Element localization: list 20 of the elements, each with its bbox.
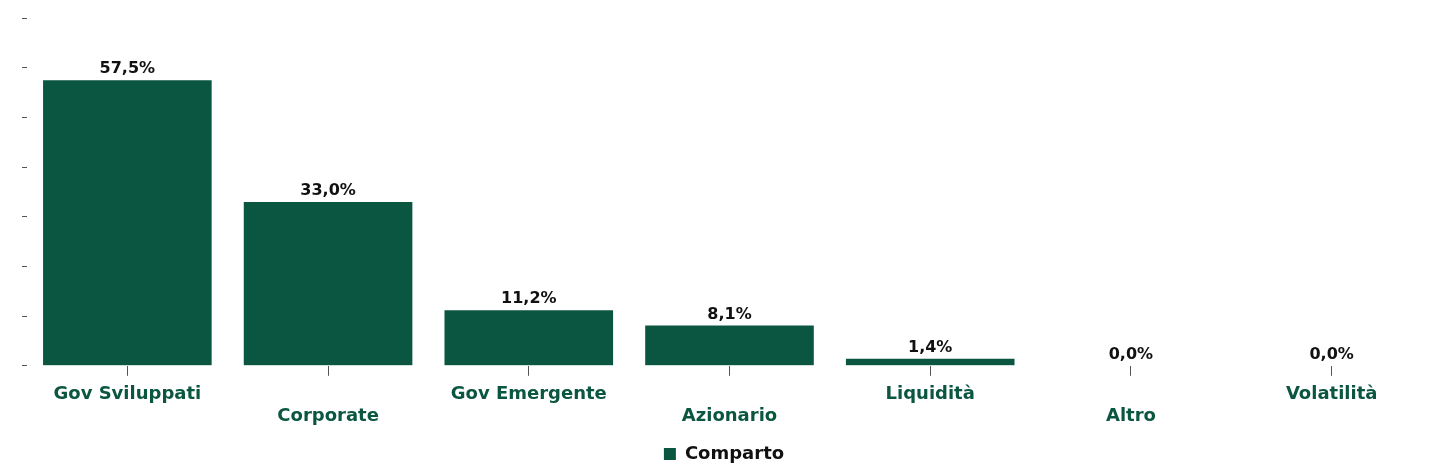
bar	[243, 201, 413, 366]
data-label: 8,1%	[707, 303, 752, 323]
x-tick-label: Corporate	[277, 403, 379, 425]
bar	[444, 310, 614, 366]
x-tick-label: Gov Emergente	[450, 382, 607, 404]
data-label: 11,2%	[501, 288, 557, 308]
data-label: 1,4%	[908, 337, 953, 356]
x-tick-label: Gov Sviluppati	[53, 382, 202, 404]
x-tick-label: Volatilità	[1285, 382, 1378, 404]
data-label: 0,0%	[1309, 343, 1354, 363]
x-tick-label: Azionario	[681, 403, 778, 425]
x-tick-label: Altro	[1105, 403, 1156, 425]
legend-label: Comparto	[684, 441, 785, 463]
data-label: 57,5%	[99, 58, 156, 78]
bar	[645, 325, 814, 366]
data-label: 33,0%	[300, 180, 356, 200]
x-tick-label: Liquidità	[885, 382, 975, 404]
bar	[43, 80, 212, 366]
bar	[845, 358, 1015, 366]
data-label: 0,0%	[1108, 343, 1154, 363]
